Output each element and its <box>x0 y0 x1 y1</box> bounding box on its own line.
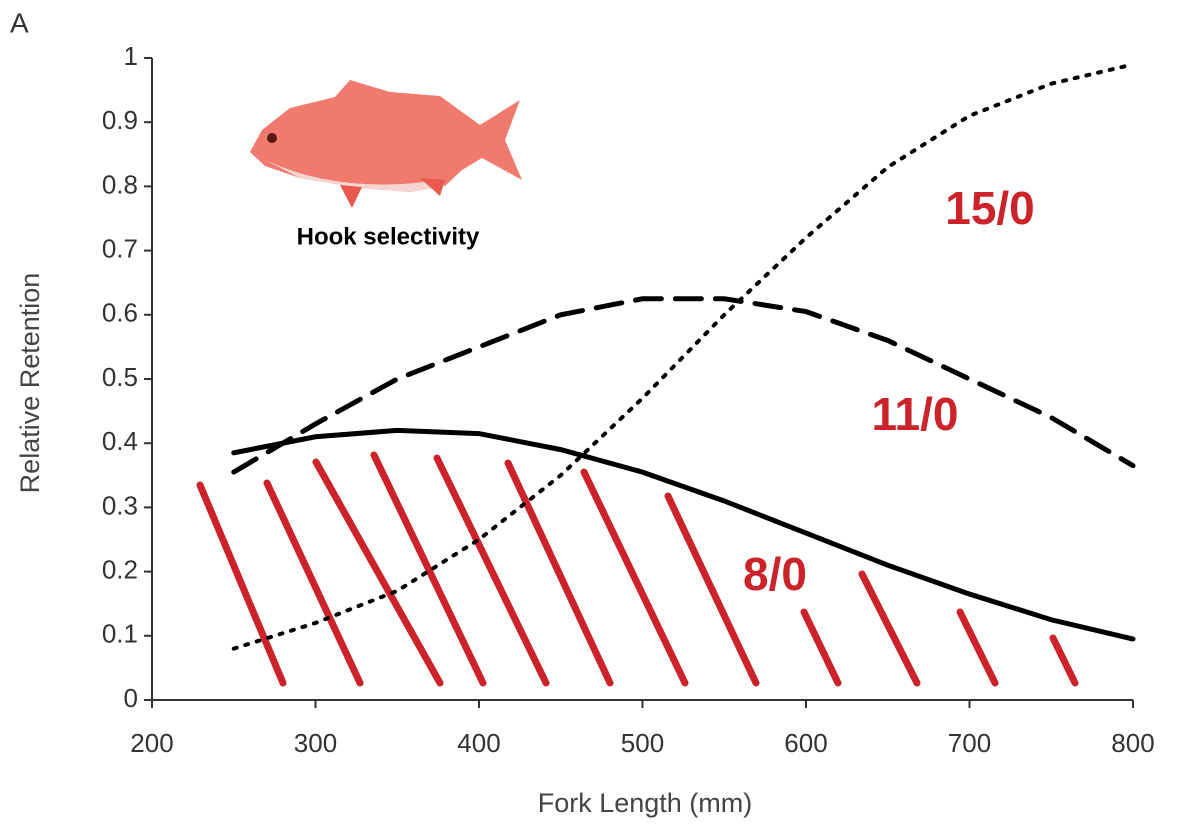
x-tick-label: 500 <box>621 728 664 758</box>
y-tick-label: 0.2 <box>102 554 138 584</box>
y-tick-label: 0.9 <box>102 105 138 135</box>
x-tick-label: 400 <box>457 728 500 758</box>
y-axis-title: Relative Retention <box>15 273 45 494</box>
x-tick-label: 300 <box>294 728 337 758</box>
x-tick-label: 600 <box>784 728 827 758</box>
y-tick-label: 0.6 <box>102 298 138 328</box>
panel-label: A <box>10 7 29 38</box>
y-tick-label: 1 <box>124 41 138 71</box>
series-line <box>234 299 1133 472</box>
series-label: 11/0 <box>872 388 959 440</box>
y-tick-label: 0.3 <box>102 490 138 520</box>
x-tick-label: 800 <box>1111 728 1154 758</box>
y-tick-label: 0.1 <box>102 619 138 649</box>
y-tick-label: 0.4 <box>102 426 138 456</box>
x-tick-label: 700 <box>948 728 991 758</box>
fish-icon <box>250 80 522 208</box>
y-tick-label: 0 <box>124 683 138 713</box>
x-tick-label: 200 <box>130 728 173 758</box>
series-label: 15/0 <box>945 182 1035 234</box>
y-tick-label: 0.7 <box>102 233 138 263</box>
chart: A Hook selectivity Fork Length (mm) Rela… <box>0 0 1177 832</box>
annotation: Hook selectivity <box>297 223 480 250</box>
hatching <box>200 455 1075 683</box>
y-tick-label: 0.5 <box>102 362 138 392</box>
x-axis-title: Fork Length (mm) <box>538 788 753 818</box>
y-tick-label: 0.8 <box>102 169 138 199</box>
series-label: 8/0 <box>743 548 807 600</box>
